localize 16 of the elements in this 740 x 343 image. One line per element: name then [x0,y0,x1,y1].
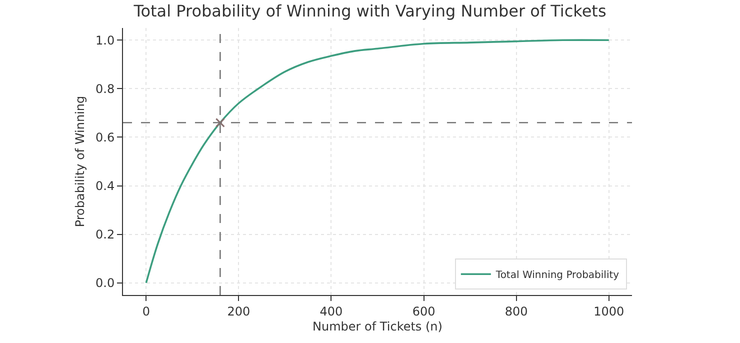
y-tick-label: 0.2 [96,228,115,242]
x-tick-label: 400 [320,304,343,318]
y-tick-label: 0.4 [96,178,115,193]
legend-label: Total Winning Probability [494,270,620,282]
x-tick-label: 800 [504,304,528,318]
x-tick-label: 200 [227,304,250,318]
x-tick-label: 600 [412,304,436,318]
y-tick-label: 1.0 [96,33,115,48]
x-tick-label: 1000 [594,304,624,318]
y-axis-title: Probability of Winning [72,96,87,228]
chart-title: Total Probability of Winning with Varying Number of Tickets [132,1,606,20]
x-tick-label: 0 [142,304,150,318]
x-axis-title: Number of Tickets (n) [312,319,442,334]
y-tick-label: 0.0 [96,276,115,290]
y-tick-label: 0.8 [96,82,115,96]
y-tick-label: 0.6 [96,130,115,144]
